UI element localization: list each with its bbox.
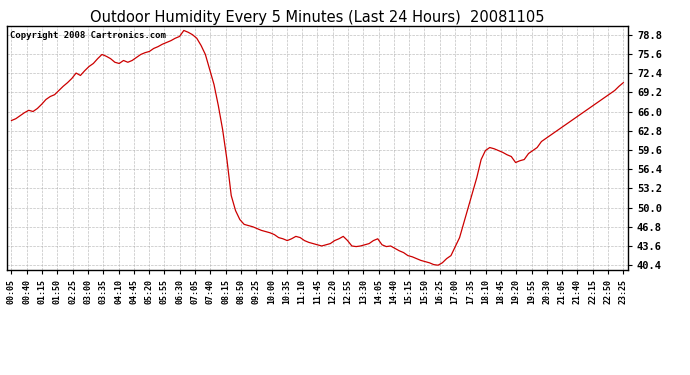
- Text: Copyright 2008 Cartronics.com: Copyright 2008 Cartronics.com: [10, 31, 166, 40]
- Title: Outdoor Humidity Every 5 Minutes (Last 24 Hours)  20081105: Outdoor Humidity Every 5 Minutes (Last 2…: [90, 10, 544, 25]
